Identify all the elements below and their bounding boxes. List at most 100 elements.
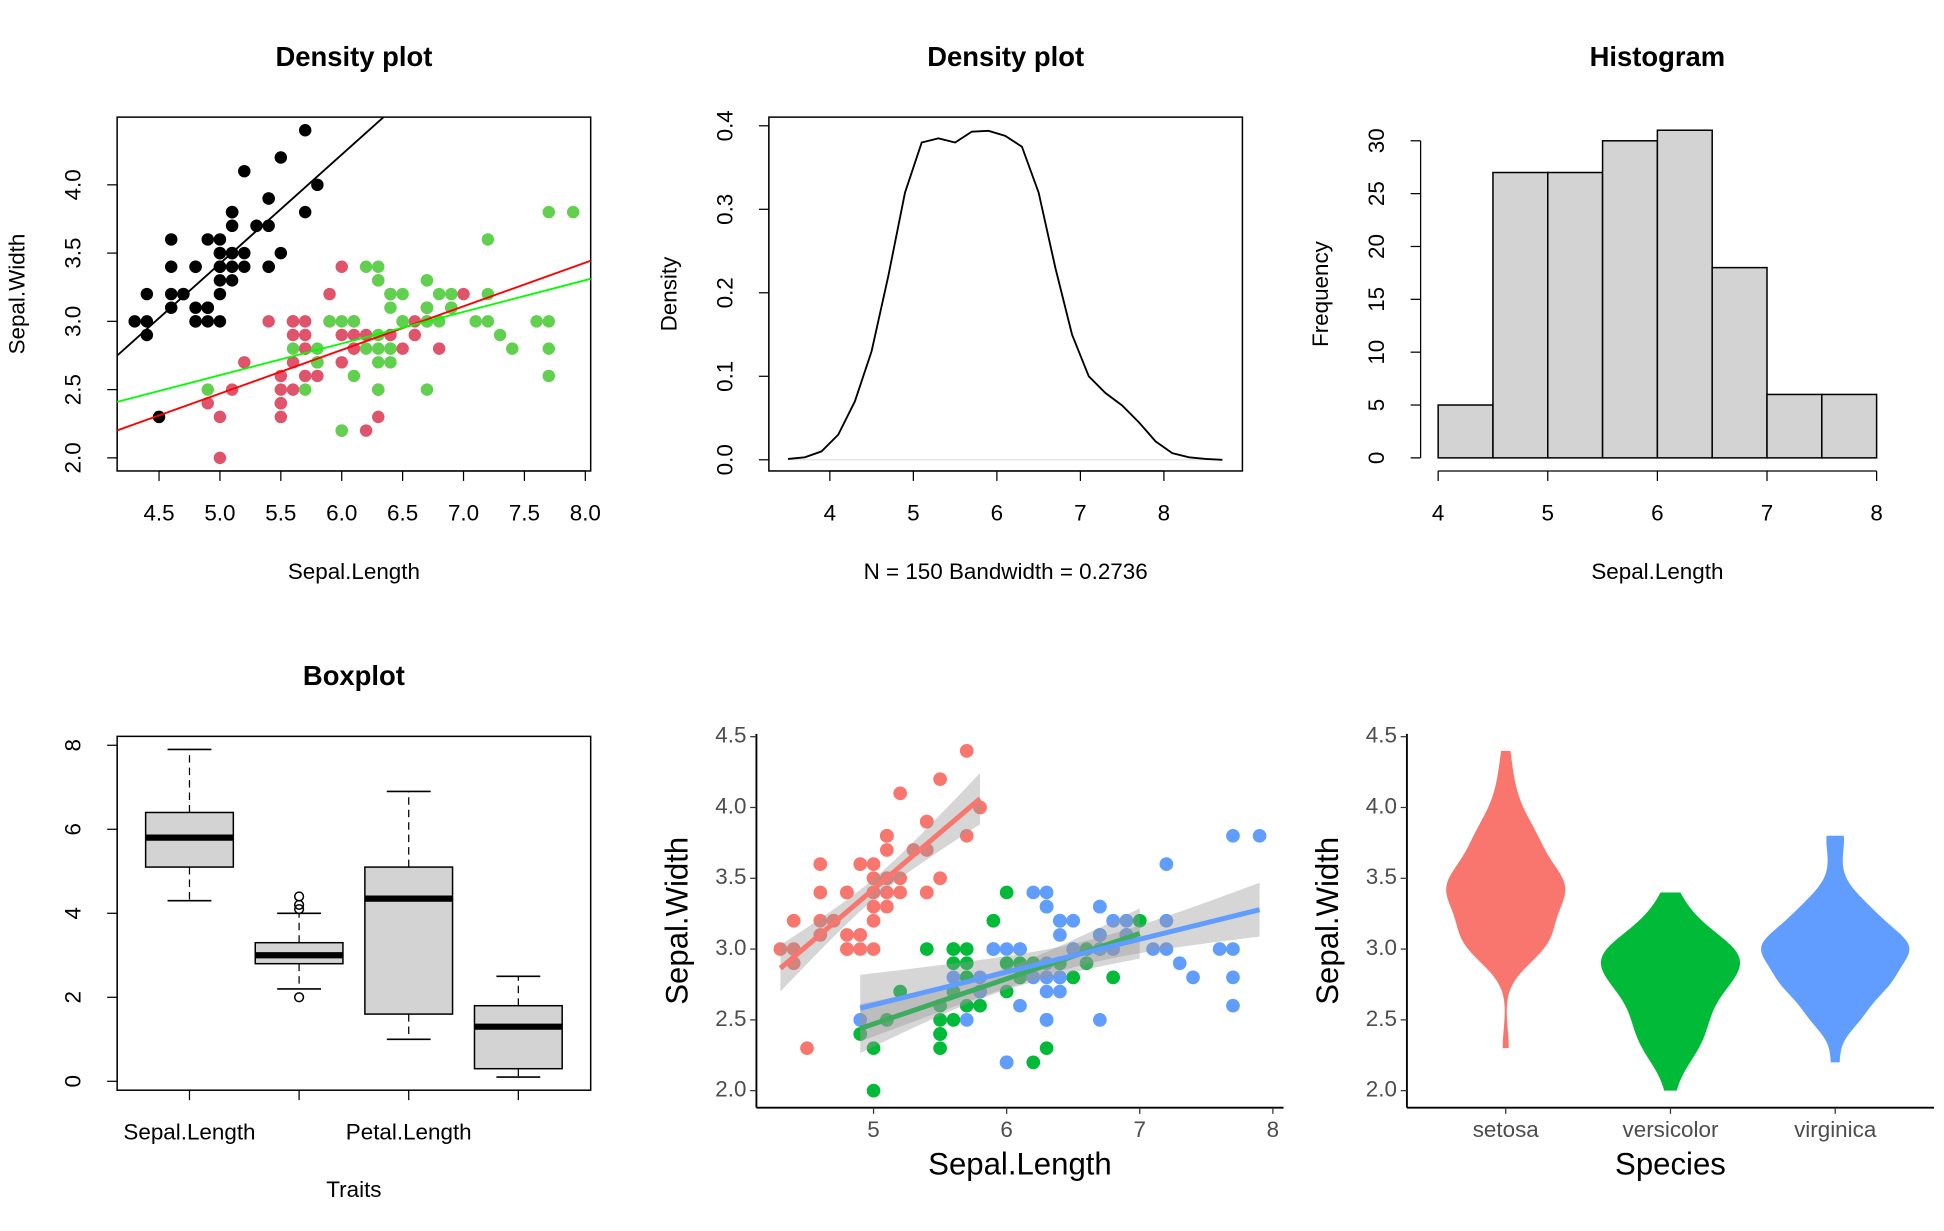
point (933, 871, 947, 886)
point (274, 246, 288, 260)
outlier (293, 903, 305, 915)
x-tick-label: 7.5 (509, 501, 540, 526)
point (946, 970, 961, 985)
point (201, 383, 214, 396)
point (1053, 913, 1067, 928)
y-tick-label: 25 (1364, 181, 1389, 206)
point (933, 772, 947, 787)
bar (1711, 266, 1768, 459)
x-tick-label: 5 (1542, 501, 1554, 526)
point (1079, 956, 1094, 971)
y-tick-label: 15 (1364, 287, 1389, 312)
point (384, 356, 397, 369)
point (164, 233, 178, 246)
point (1026, 970, 1041, 985)
point (866, 1041, 881, 1056)
point (1013, 998, 1027, 1013)
y-axis-title: Density (656, 256, 681, 332)
point (298, 315, 312, 328)
point (481, 233, 495, 246)
point (213, 274, 227, 287)
trend-line (117, 277, 591, 403)
point (213, 260, 227, 273)
point (347, 342, 361, 355)
point (946, 942, 961, 956)
chart-title: Density plot (275, 41, 432, 72)
y-axis-title: Sepal.Width (659, 837, 694, 1005)
point (384, 301, 397, 314)
point (866, 857, 881, 871)
point (999, 885, 1014, 900)
point (866, 913, 881, 928)
point (298, 328, 312, 342)
point (201, 397, 214, 410)
point (372, 410, 385, 424)
point (1053, 928, 1067, 942)
point (866, 942, 881, 956)
point (262, 260, 275, 273)
point (1026, 885, 1041, 900)
point (347, 369, 361, 383)
x-axis-title: Sepal.Length (288, 559, 420, 584)
point (335, 328, 348, 342)
bar (1547, 171, 1604, 459)
y-tick-label: 2.5 (61, 374, 86, 405)
point (1106, 913, 1121, 928)
point (919, 885, 934, 900)
point (1039, 1013, 1054, 1027)
point (1226, 942, 1240, 956)
y-tick-label: 0 (61, 1075, 86, 1087)
point (1026, 1055, 1041, 1070)
point (372, 342, 385, 355)
x-tick-label: 4 (824, 501, 836, 526)
point (542, 342, 556, 355)
point (880, 828, 894, 843)
bar (1656, 129, 1713, 459)
y-tick-label: 2.5 (1366, 1006, 1397, 1031)
x-tick-label: 5.0 (204, 501, 235, 526)
point (853, 928, 868, 942)
point (201, 233, 214, 246)
x-tick-label: 7 (1134, 1117, 1146, 1142)
violin (1446, 750, 1566, 1049)
point (786, 913, 801, 928)
point (372, 356, 385, 369)
point (893, 885, 908, 900)
x-axis-title: Species (1615, 1146, 1726, 1181)
bar (1601, 140, 1659, 459)
point (1226, 998, 1240, 1013)
y-tick-label: 2.5 (715, 1006, 746, 1031)
y-tick-label: 2.0 (1366, 1077, 1397, 1102)
panel: Histogram 0 5 10 15 20 25 30 4 5 6 7 8 Sepal.Length Fr… (1308, 41, 1883, 584)
box (473, 1004, 563, 1070)
point (420, 383, 434, 396)
point (1039, 899, 1054, 914)
x-axis-title: N = 150 Bandwidth = 0.2736 (864, 559, 1148, 584)
point (999, 956, 1014, 971)
x-tick-label: 8 (1267, 1117, 1279, 1142)
point (880, 885, 894, 900)
point (274, 383, 288, 396)
point (286, 342, 300, 355)
point (866, 899, 881, 914)
point (999, 1055, 1014, 1070)
point (1092, 1013, 1107, 1027)
point (946, 956, 961, 971)
y-tick-label: 8 (61, 739, 86, 751)
trend-line (117, 259, 591, 432)
point (384, 287, 397, 301)
x-axis-title: Sepal.Length (1591, 559, 1723, 584)
chart-title: Density plot (927, 41, 1084, 72)
point (542, 315, 556, 328)
outlier (293, 992, 305, 1003)
y-tick-label: 4.0 (61, 169, 86, 200)
point (840, 885, 854, 900)
x-tick-label: 6 (991, 501, 1003, 526)
x-tick-label: 4 (1432, 501, 1444, 526)
point (919, 942, 934, 956)
box (364, 866, 454, 1015)
confidence-band (860, 882, 1260, 1042)
y-tick-label: 4 (61, 907, 86, 919)
y-tick-label: 3.0 (715, 935, 746, 960)
